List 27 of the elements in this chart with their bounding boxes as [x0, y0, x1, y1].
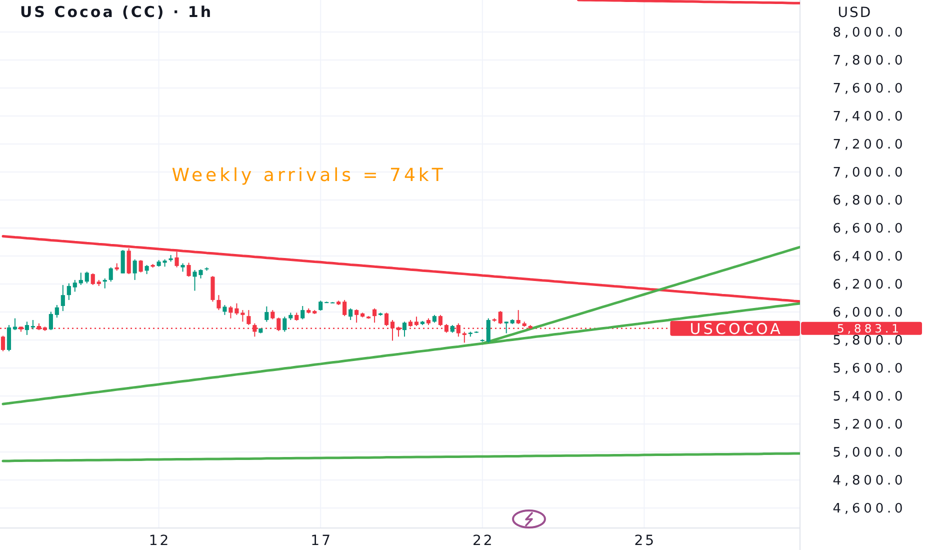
y-tick-label: 6,400.0 [832, 250, 906, 265]
y-tick-label: 6,200.0 [832, 278, 906, 293]
chart-title: US Cocoa (CC) · 1h [20, 3, 214, 21]
y-tick-label: 5,883.1 [837, 322, 902, 336]
y-tick-label: 7,000.0 [832, 166, 906, 181]
y-tick-label: 7,800.0 [832, 54, 906, 69]
y-tick-label: 5,600.0 [832, 362, 906, 377]
x-tick-label: 25 [634, 533, 656, 550]
annotation: Weekly arrivals = 74kT [172, 165, 446, 186]
y-tick-label: 5,400.0 [832, 390, 906, 405]
y-tick-label: 6,800.0 [832, 194, 906, 209]
ref-line-label: USCOCOA [690, 320, 784, 338]
y-tick-label: 6,600.0 [832, 222, 906, 237]
x-tick-label: 17 [310, 533, 333, 550]
y-tick-label: 5,200.0 [832, 418, 906, 433]
x-tick-label: 12 [148, 533, 171, 550]
y-tick-label: 7,400.0 [832, 110, 906, 125]
y-tick-label: 4,600.0 [832, 502, 906, 517]
y-axis-title: USD [838, 5, 872, 22]
y-tick-label: 4,800.0 [832, 474, 906, 489]
y-tick-label: 5,000.0 [832, 446, 906, 461]
y-tick-label: 5,800.0 [832, 334, 906, 349]
y-tick-label: 7,600.0 [832, 82, 906, 97]
x-tick-label: 22 [472, 533, 494, 550]
y-tick-label: 7,200.0 [832, 138, 906, 153]
y-tick-label: 6,000.0 [832, 306, 906, 321]
y-tick-label: 8,000.0 [832, 26, 906, 41]
